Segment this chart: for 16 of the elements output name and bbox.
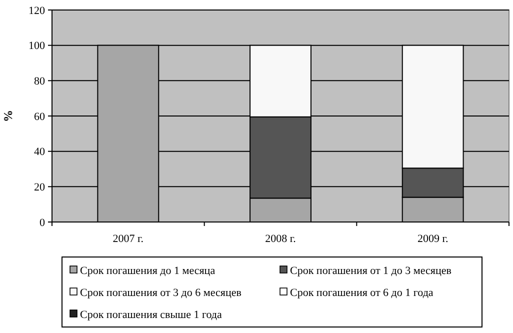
legend-label: Срок погашения свыше 1 года — [80, 308, 222, 321]
y-tick-label: 100 — [28, 40, 46, 52]
y-tick-label: 40 — [34, 146, 46, 158]
x-tick-label: 2007 г. — [112, 233, 144, 245]
x-tick-label: 2008 г. — [265, 233, 296, 245]
legend-label: Срок погашения до 1 месяца — [80, 264, 216, 277]
y-tick-label: 80 — [34, 76, 46, 88]
y-tick-label: 20 — [34, 182, 46, 194]
y-tick-label: 0 — [40, 216, 46, 229]
y-tick-label: 120 — [28, 4, 46, 17]
x-tick-label: 2009 г. — [417, 233, 448, 245]
y-axis-title: % — [1, 110, 15, 122]
legend-label: Срок погашения от 3 до 6 месяцев — [80, 286, 242, 299]
legend-label: Срок погашения от 1 до 3 месяцев — [290, 264, 452, 277]
legend-label: Срок погашения от 6 до 1 года — [290, 286, 434, 299]
y-tick-label: 60 — [34, 110, 46, 123]
